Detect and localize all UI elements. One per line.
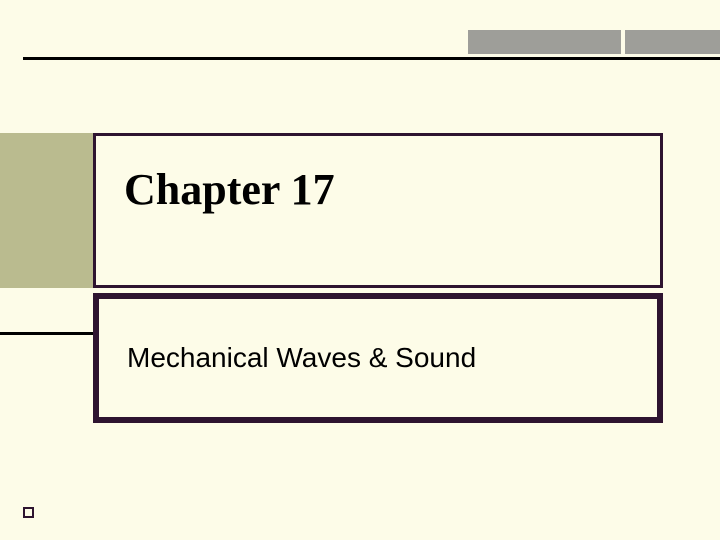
chapter-title: Chapter 17 xyxy=(124,164,632,215)
top-horizontal-rule xyxy=(23,57,720,60)
subtitle-text: Mechanical Waves & Sound xyxy=(127,342,476,374)
corner-marker-icon xyxy=(23,507,34,518)
decorative-bar-2 xyxy=(625,30,720,54)
left-accent-panel xyxy=(0,133,93,288)
title-container: Chapter 17 xyxy=(93,133,663,288)
decorative-bar-1 xyxy=(468,30,621,54)
bottom-horizontal-rule xyxy=(0,332,93,335)
subtitle-container: Mechanical Waves & Sound xyxy=(93,293,663,423)
